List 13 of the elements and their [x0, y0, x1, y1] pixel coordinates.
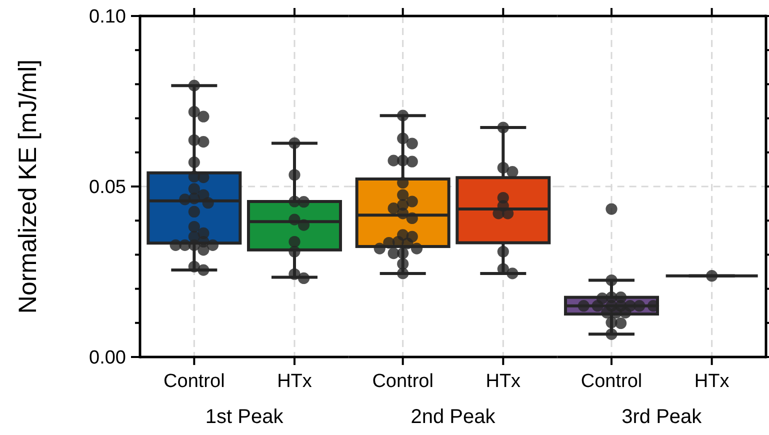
y-tick-label: 0.05: [89, 177, 126, 198]
x-tick-label: Control: [164, 371, 225, 392]
x-axis-title: 1st Peak: [205, 406, 284, 428]
x-tick-label: Control: [580, 371, 642, 392]
x-axis-title: 3rd Peak: [622, 406, 703, 428]
x-tick-label: Control: [372, 371, 434, 392]
y-axis-title: Normalized KE [mJ/ml]: [14, 59, 42, 314]
x-tick-label: HTx: [694, 371, 730, 392]
x-tick-label: HTx: [486, 371, 522, 392]
y-tick-label: 0.10: [89, 6, 126, 28]
x-tick-label: HTx: [277, 371, 312, 392]
y-tick-label: 0.00: [89, 348, 126, 369]
x-axis-title: 2nd Peak: [410, 406, 496, 428]
